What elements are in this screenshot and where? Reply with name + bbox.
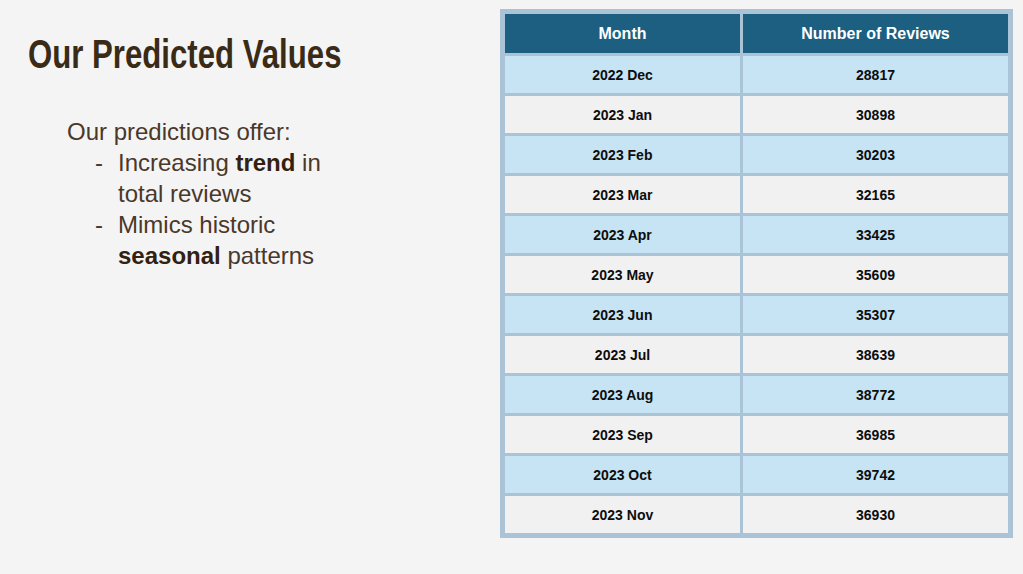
reviews-cell: 39742: [743, 456, 1008, 493]
reviews-cell: 36985: [743, 416, 1008, 453]
bullet-bold-seasonal: seasonal: [118, 242, 221, 269]
month-cell: 2023 Apr: [505, 216, 740, 253]
reviews-cell: 32165: [743, 176, 1008, 213]
month-cell: 2023 Nov: [505, 496, 740, 533]
table-header-reviews: Number of Reviews: [743, 14, 1008, 53]
reviews-table-container: Month Number of Reviews 2022 Dec28817 20…: [500, 9, 1013, 538]
reviews-cell: 38639: [743, 336, 1008, 373]
page-title: Our Predicted Values: [28, 34, 341, 75]
bullet-post: patterns: [221, 242, 314, 269]
bullet-bold-trend: trend: [235, 149, 295, 176]
table-header-row: Month Number of Reviews: [505, 14, 1008, 53]
table-row: 2023 Apr33425: [505, 216, 1008, 253]
intro-text: Our predictions offer:: [67, 116, 367, 147]
bullet-pre: Increasing: [118, 149, 235, 176]
table-row: 2023 Feb30203: [505, 136, 1008, 173]
reviews-table: Month Number of Reviews 2022 Dec28817 20…: [500, 9, 1013, 538]
reviews-cell: 30898: [743, 96, 1008, 133]
bullet-pre: Mimics historic: [118, 211, 275, 238]
reviews-cell: 30203: [743, 136, 1008, 173]
table-row: 2023 Jan30898: [505, 96, 1008, 133]
table-header-month: Month: [505, 14, 740, 53]
bullet-list: - Increasing trend in total reviews - Mi…: [67, 147, 367, 271]
month-cell: 2023 Jan: [505, 96, 740, 133]
table-row: 2023 Nov36930: [505, 496, 1008, 533]
month-cell: 2022 Dec: [505, 56, 740, 93]
bullet-text-seasonal: Mimics historic seasonal patterns: [118, 209, 346, 271]
predictions-summary: Our predictions offer: - Increasing tren…: [67, 116, 367, 271]
table-row: 2023 Mar32165: [505, 176, 1008, 213]
month-cell: 2023 Feb: [505, 136, 740, 173]
bullet-text-trend: Increasing trend in total reviews: [118, 147, 346, 209]
reviews-cell: 38772: [743, 376, 1008, 413]
bullet-marker: -: [95, 147, 118, 178]
bullet-item-trend: - Increasing trend in total reviews: [67, 147, 367, 209]
reviews-cell: 35609: [743, 256, 1008, 293]
month-cell: 2023 Jun: [505, 296, 740, 333]
table-row: 2023 Aug38772: [505, 376, 1008, 413]
month-cell: 2023 May: [505, 256, 740, 293]
reviews-cell: 35307: [743, 296, 1008, 333]
table-row: 2023 Oct39742: [505, 456, 1008, 493]
month-cell: 2023 Oct: [505, 456, 740, 493]
slide: Our Predicted Values Our predictions off…: [0, 0, 1023, 574]
bullet-marker: -: [95, 209, 118, 240]
table-row: 2023 Jul38639: [505, 336, 1008, 373]
month-cell: 2023 Aug: [505, 376, 740, 413]
reviews-cell: 28817: [743, 56, 1008, 93]
table-row: 2022 Dec28817: [505, 56, 1008, 93]
month-cell: 2023 Sep: [505, 416, 740, 453]
month-cell: 2023 Mar: [505, 176, 740, 213]
month-cell: 2023 Jul: [505, 336, 740, 373]
reviews-cell: 33425: [743, 216, 1008, 253]
table-row: 2023 Sep36985: [505, 416, 1008, 453]
table-row: 2023 May35609: [505, 256, 1008, 293]
reviews-cell: 36930: [743, 496, 1008, 533]
bullet-item-seasonal: - Mimics historic seasonal patterns: [67, 209, 367, 271]
table-row: 2023 Jun35307: [505, 296, 1008, 333]
